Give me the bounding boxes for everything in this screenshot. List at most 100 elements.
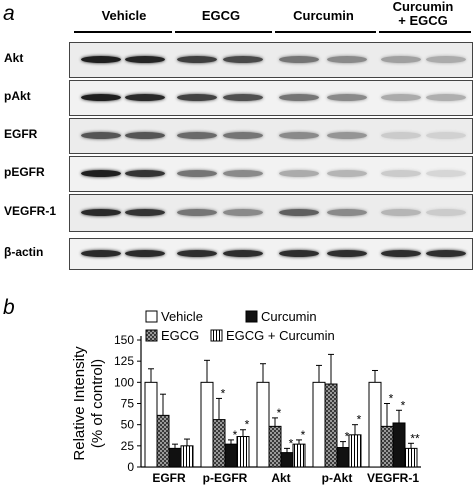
bar	[180, 445, 194, 468]
blot-band	[279, 132, 319, 139]
significance-mark: *	[357, 413, 362, 427]
blot-band	[327, 132, 367, 139]
blot-band	[223, 56, 263, 63]
blot-band	[381, 132, 421, 139]
group-line-egcg	[175, 31, 272, 33]
blot-row-label: β-actin	[4, 245, 44, 259]
blot-band	[381, 250, 421, 257]
bar	[312, 381, 326, 468]
blot-strip	[69, 238, 473, 270]
blot-band	[177, 209, 217, 216]
legend-label: Curcumin	[261, 309, 317, 324]
blot-strip	[69, 118, 473, 154]
legend-swatch	[245, 310, 258, 323]
y-tick-label: 125	[114, 354, 134, 368]
bar	[236, 436, 250, 468]
group-label-curcumin-egcg: Curcumin + EGCG	[392, 0, 454, 28]
significance-mark: *	[401, 398, 406, 412]
blot-strip	[69, 80, 473, 116]
x-tick-label: p-Akt	[322, 471, 353, 485]
blot-band	[426, 56, 466, 63]
blot-band	[125, 56, 165, 63]
y-axis-label: (% of control)	[89, 359, 106, 448]
y-axis-label: Relative Intensity	[71, 346, 88, 461]
blot-band	[426, 94, 466, 101]
blot-band	[426, 132, 466, 139]
bar	[368, 381, 382, 468]
blot-strip	[69, 42, 473, 78]
significance-mark: *	[389, 392, 394, 406]
blot-band	[177, 56, 217, 63]
y-tick-label: 50	[121, 418, 135, 432]
bar	[404, 447, 418, 468]
blot-band	[223, 170, 263, 177]
blot-band	[426, 250, 466, 257]
y-tick-label: 100	[114, 375, 134, 389]
bar	[380, 425, 394, 468]
blot-band	[177, 94, 217, 101]
significance-mark: *	[277, 406, 282, 420]
bar	[156, 414, 170, 468]
bar	[324, 383, 338, 468]
significance-mark: *	[221, 386, 226, 400]
group-line-curcumin	[275, 31, 376, 33]
blot-band	[381, 170, 421, 177]
blot-band	[177, 132, 217, 139]
blot-band	[327, 209, 367, 216]
blot-strip	[69, 194, 473, 232]
y-tick-label: 25	[121, 439, 135, 453]
blot-row-label: EGFR	[4, 127, 38, 141]
blot-band	[279, 250, 319, 257]
blot-band	[279, 209, 319, 216]
bar	[144, 381, 158, 468]
blot-band	[125, 170, 165, 177]
blot-band	[327, 250, 367, 257]
blot-band	[81, 250, 121, 257]
blot-band	[381, 209, 421, 216]
x-tick-label: Akt	[271, 471, 290, 485]
significance-mark: *	[301, 428, 306, 442]
blot-band	[223, 132, 263, 139]
bar	[268, 425, 282, 468]
blot-band	[223, 209, 263, 216]
x-tick-label: VEGFR-1	[367, 471, 419, 485]
group-label-curcumin: Curcumin	[293, 8, 354, 23]
panel-a-letter: a	[3, 2, 15, 25]
y-tick-label: 150	[114, 333, 134, 347]
bar	[392, 422, 406, 468]
blot-band	[381, 94, 421, 101]
blot-row-label: VEGFR-1	[4, 204, 57, 218]
bar	[336, 447, 350, 468]
blot-band	[327, 170, 367, 177]
legend-swatch	[210, 329, 223, 342]
blot-band	[177, 170, 217, 177]
blot-row-label: Akt	[4, 51, 24, 65]
blot-band	[223, 94, 263, 101]
bar	[292, 443, 306, 468]
x-tick-label: EGFR	[152, 471, 186, 485]
blot-band	[381, 56, 421, 63]
blot-band	[81, 94, 121, 101]
blot-row-label: pAkt	[4, 89, 31, 103]
blot-band	[125, 209, 165, 216]
significance-mark: *	[233, 428, 238, 442]
blot-band	[223, 250, 263, 257]
legend-swatch	[145, 329, 158, 342]
y-tick-label: 0	[127, 460, 134, 474]
blot-band	[81, 170, 121, 177]
y-tick-label: 75	[121, 397, 135, 411]
blot-band	[81, 209, 121, 216]
group-line-vehicle	[74, 31, 172, 33]
bar	[168, 447, 182, 468]
blot-band	[125, 132, 165, 139]
bar	[224, 443, 238, 468]
legend-label: EGCG + Curcumin	[226, 328, 335, 343]
blot-band	[125, 250, 165, 257]
significance-mark: *	[245, 418, 250, 432]
blot-band	[426, 209, 466, 216]
blot-band	[279, 170, 319, 177]
significance-mark: *	[289, 436, 294, 450]
blot-band	[279, 94, 319, 101]
legend-label: EGCG	[161, 328, 199, 343]
